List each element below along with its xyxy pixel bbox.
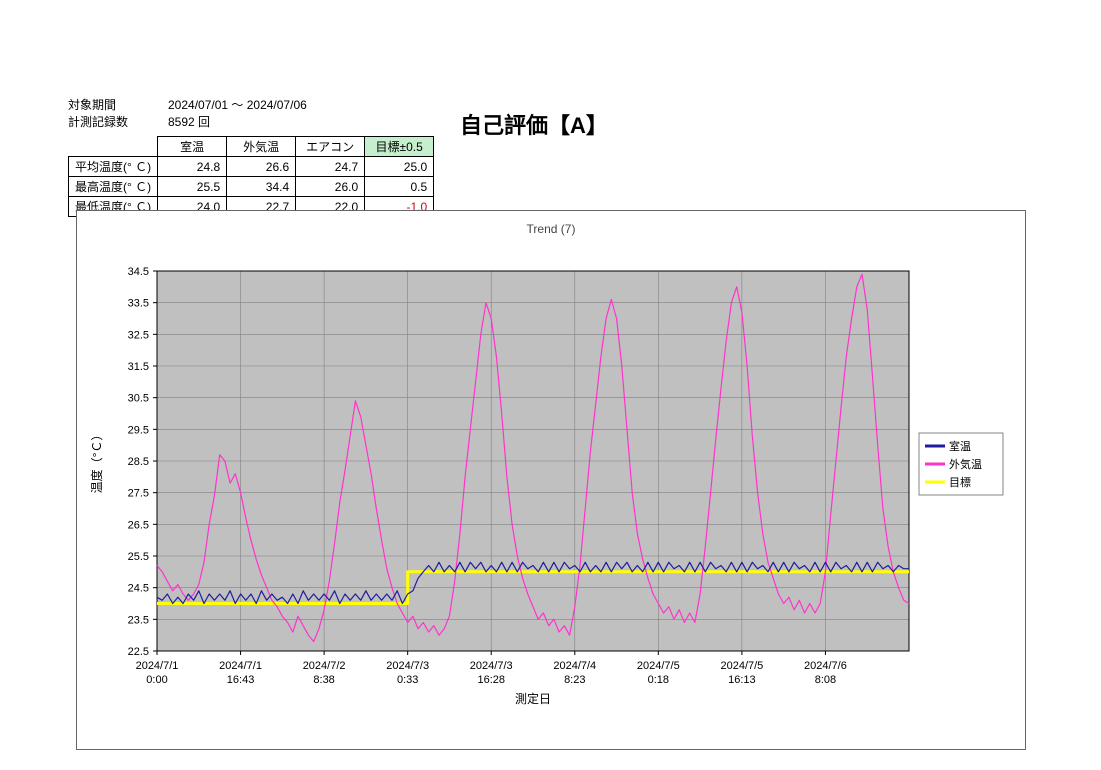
svg-text:2024/7/3: 2024/7/3 xyxy=(386,660,429,672)
svg-text:2024/7/5: 2024/7/5 xyxy=(720,660,763,672)
svg-text:25.5: 25.5 xyxy=(128,551,149,563)
svg-text:22.5: 22.5 xyxy=(128,646,149,658)
svg-text:32.5: 32.5 xyxy=(128,329,149,341)
stats-cell: 25.5 xyxy=(158,177,227,197)
stats-col-header: 目標±0.5 xyxy=(365,137,434,157)
stats-col-header: 室温 xyxy=(158,137,227,157)
meta-period-label: 対象期間 xyxy=(68,96,168,113)
table-row: 最高温度(° Ｃ)25.534.426.00.5 xyxy=(69,177,434,197)
svg-text:30.5: 30.5 xyxy=(128,393,149,405)
stats-cell: 26.6 xyxy=(227,157,296,177)
svg-text:2024/7/1: 2024/7/1 xyxy=(219,660,262,672)
svg-text:Trend (7): Trend (7) xyxy=(527,222,576,236)
svg-text:24.5: 24.5 xyxy=(128,583,149,595)
svg-text:2024/7/1: 2024/7/1 xyxy=(136,660,179,672)
svg-text:8:23: 8:23 xyxy=(564,674,585,686)
svg-text:0:18: 0:18 xyxy=(648,674,669,686)
svg-text:33.5: 33.5 xyxy=(128,298,149,310)
svg-text:28.5: 28.5 xyxy=(128,456,149,468)
svg-text:外気温: 外気温 xyxy=(949,457,982,471)
header-block: 対象期間 2024/07/01 〜 2024/07/06 計測記録数 8592 … xyxy=(68,96,434,217)
table-row: 平均温度(° Ｃ)24.826.624.725.0 xyxy=(69,157,434,177)
svg-text:0:33: 0:33 xyxy=(397,674,418,686)
stats-cell: 24.7 xyxy=(296,157,365,177)
svg-text:室温: 室温 xyxy=(949,439,971,453)
svg-text:8:08: 8:08 xyxy=(815,674,836,686)
meta-count: 計測記録数 8592 回 xyxy=(68,113,434,130)
stats-cell: 0.5 xyxy=(365,177,434,197)
svg-text:16:13: 16:13 xyxy=(728,674,756,686)
trend-chart: Trend (7) 22.5 23.5 24.5 25.5 26.5 27.5 28.5 29.… xyxy=(77,211,1025,749)
stats-table: 室温外気温エアコン目標±0.5 平均温度(° Ｃ)24.826.624.725.… xyxy=(68,136,434,217)
svg-text:2024/7/2: 2024/7/2 xyxy=(303,660,346,672)
evaluation-title: 自己評価【A】 xyxy=(460,108,608,140)
svg-text:目標: 目標 xyxy=(949,475,971,489)
meta-period-value: 2024/07/01 〜 2024/07/06 xyxy=(168,96,307,113)
svg-text:2024/7/4: 2024/7/4 xyxy=(553,660,596,672)
stats-cell: 26.0 xyxy=(296,177,365,197)
stats-col-header: エアコン xyxy=(296,137,365,157)
stats-cell: 25.0 xyxy=(365,157,434,177)
svg-text:0:00: 0:00 xyxy=(146,674,167,686)
svg-text:2024/7/6: 2024/7/6 xyxy=(804,660,847,672)
svg-text:29.5: 29.5 xyxy=(128,424,149,436)
meta-count-value: 8592 回 xyxy=(168,113,210,130)
svg-text:27.5: 27.5 xyxy=(128,488,149,500)
chart-frame: Trend (7) 22.5 23.5 24.5 25.5 26.5 27.5 28.5 29.… xyxy=(76,210,1026,750)
svg-text:23.5: 23.5 xyxy=(128,614,149,626)
row-header: 最高温度(° Ｃ) xyxy=(69,177,158,197)
stats-col-header: 外気温 xyxy=(227,137,296,157)
svg-text:34.5: 34.5 xyxy=(128,266,149,278)
row-header: 平均温度(° Ｃ) xyxy=(69,157,158,177)
stats-cell: 24.8 xyxy=(158,157,227,177)
svg-text:2024/7/5: 2024/7/5 xyxy=(637,660,680,672)
stats-col-header xyxy=(69,137,158,157)
meta-count-label: 計測記録数 xyxy=(68,113,168,130)
page: 対象期間 2024/07/01 〜 2024/07/06 計測記録数 8592 … xyxy=(0,0,1101,770)
svg-text:26.5: 26.5 xyxy=(128,519,149,531)
svg-text:16:43: 16:43 xyxy=(227,674,255,686)
svg-text:2024/7/3: 2024/7/3 xyxy=(470,660,513,672)
meta-period: 対象期間 2024/07/01 〜 2024/07/06 xyxy=(68,96,434,113)
svg-text:16:28: 16:28 xyxy=(477,674,505,686)
svg-text:31.5: 31.5 xyxy=(128,361,149,373)
stats-cell: 34.4 xyxy=(227,177,296,197)
stats-header-row: 室温外気温エアコン目標±0.5 xyxy=(69,137,434,157)
svg-text:温度（°Ｃ）: 温度（°Ｃ） xyxy=(89,429,104,494)
svg-text:8:38: 8:38 xyxy=(313,674,334,686)
svg-text:測定日: 測定日 xyxy=(515,691,551,706)
